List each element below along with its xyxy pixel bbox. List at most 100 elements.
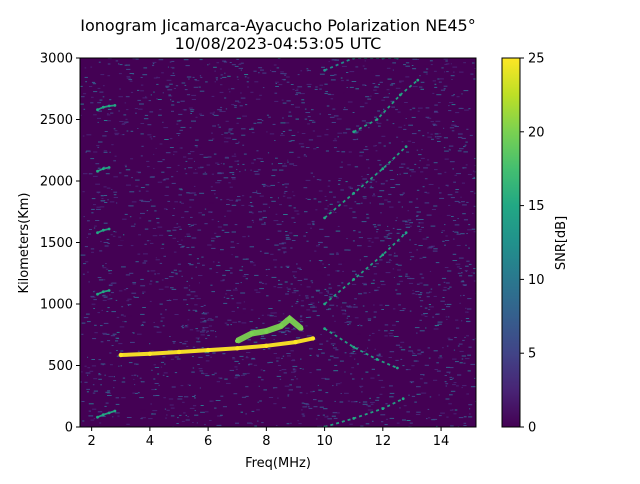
- noise-speckle: [306, 286, 311, 288]
- noise-speckle: [174, 314, 179, 315]
- noise-speckle: [225, 108, 228, 110]
- noise-speckle: [279, 243, 284, 245]
- noise-speckle: [449, 376, 453, 378]
- noise-speckle: [397, 111, 401, 113]
- noise-speckle: [312, 224, 315, 226]
- noise-speckle: [333, 147, 337, 149]
- noise-speckle: [171, 100, 175, 102]
- noise-speckle: [428, 184, 434, 185]
- noise-speckle: [173, 251, 177, 253]
- noise-speckle: [159, 303, 163, 305]
- noise-speckle: [316, 355, 319, 357]
- noise-speckle: [271, 163, 273, 165]
- noise-speckle: [302, 415, 306, 417]
- noise-speckle: [418, 222, 421, 224]
- noise-speckle: [107, 168, 111, 170]
- noise-speckle: [307, 198, 311, 200]
- noise-speckle: [169, 138, 173, 140]
- noise-speckle: [421, 277, 425, 279]
- noise-speckle: [307, 406, 310, 408]
- noise-speckle: [111, 292, 114, 294]
- noise-speckle: [245, 357, 249, 359]
- noise-speckle: [397, 264, 402, 266]
- noise-speckle: [306, 83, 312, 85]
- noise-speckle: [124, 164, 127, 166]
- noise-speckle: [161, 279, 164, 281]
- noise-speckle: [396, 228, 402, 230]
- noise-speckle: [402, 234, 406, 235]
- noise-speckle: [293, 370, 297, 372]
- noise-speckle: [423, 422, 427, 424]
- noise-speckle: [409, 278, 415, 280]
- noise-speckle: [222, 279, 225, 281]
- noise-speckle: [216, 265, 221, 267]
- noise-speckle: [313, 248, 317, 249]
- noise-speckle: [362, 282, 367, 284]
- noise-speckle: [81, 401, 85, 402]
- noise-speckle: [396, 136, 399, 138]
- noise-speckle: [387, 237, 392, 239]
- noise-speckle: [259, 282, 263, 284]
- noise-speckle: [186, 76, 192, 78]
- y-tick-label: 2000: [40, 175, 73, 190]
- trace-point: [381, 167, 385, 171]
- noise-speckle: [210, 330, 215, 332]
- noise-speckle: [98, 141, 103, 143]
- noise-speckle: [153, 77, 158, 79]
- noise-speckle: [182, 324, 184, 326]
- noise-speckle: [107, 298, 111, 300]
- noise-speckle: [210, 356, 212, 358]
- noise-speckle: [205, 81, 208, 83]
- noise-speckle: [160, 247, 164, 249]
- noise-speckle: [457, 232, 459, 234]
- noise-speckle: [140, 409, 146, 411]
- noise-speckle: [220, 77, 223, 79]
- noise-speckle: [281, 357, 283, 359]
- noise-speckle: [435, 262, 440, 264]
- noise-speckle: [229, 91, 231, 93]
- noise-speckle: [189, 109, 195, 111]
- noise-speckle: [140, 133, 144, 135]
- noise-speckle: [262, 87, 265, 89]
- noise-speckle: [82, 420, 85, 422]
- noise-speckle: [121, 381, 126, 383]
- noise-speckle: [434, 133, 439, 135]
- noise-speckle: [362, 305, 365, 307]
- noise-speckle: [226, 137, 231, 139]
- noise-speckle: [290, 140, 295, 142]
- noise-speckle: [473, 205, 476, 207]
- noise-speckle: [436, 362, 439, 364]
- noise-speckle: [99, 99, 103, 101]
- noise-speckle: [160, 361, 164, 363]
- noise-speckle: [424, 191, 427, 193]
- noise-speckle: [271, 71, 277, 73]
- noise-speckle: [276, 205, 280, 207]
- noise-speckle: [468, 224, 471, 226]
- noise-speckle: [324, 195, 327, 197]
- noise-speckle: [282, 73, 287, 75]
- noise-speckle: [223, 177, 229, 179]
- noise-speckle: [384, 324, 389, 326]
- noise-speckle: [291, 284, 294, 286]
- noise-speckle: [225, 270, 231, 271]
- noise-speckle: [194, 194, 197, 196]
- noise-speckle: [87, 367, 91, 369]
- noise-speckle: [327, 292, 329, 294]
- noise-speckle: [149, 111, 154, 113]
- noise-speckle: [224, 231, 230, 233]
- noise-speckle: [95, 163, 100, 165]
- noise-speckle: [131, 201, 137, 203]
- noise-speckle: [188, 107, 193, 109]
- noise-speckle: [250, 169, 252, 171]
- noise-speckle: [352, 270, 356, 272]
- noise-speckle: [402, 192, 405, 194]
- noise-speckle: [135, 112, 137, 114]
- trace-oblique-trace: [323, 397, 405, 427]
- noise-speckle: [355, 189, 357, 191]
- noise-speckle: [116, 350, 118, 351]
- noise-speckle: [89, 86, 93, 87]
- trace-point: [398, 93, 402, 97]
- noise-speckle: [275, 157, 278, 159]
- noise-speckle: [235, 287, 237, 289]
- noise-speckle: [300, 146, 305, 148]
